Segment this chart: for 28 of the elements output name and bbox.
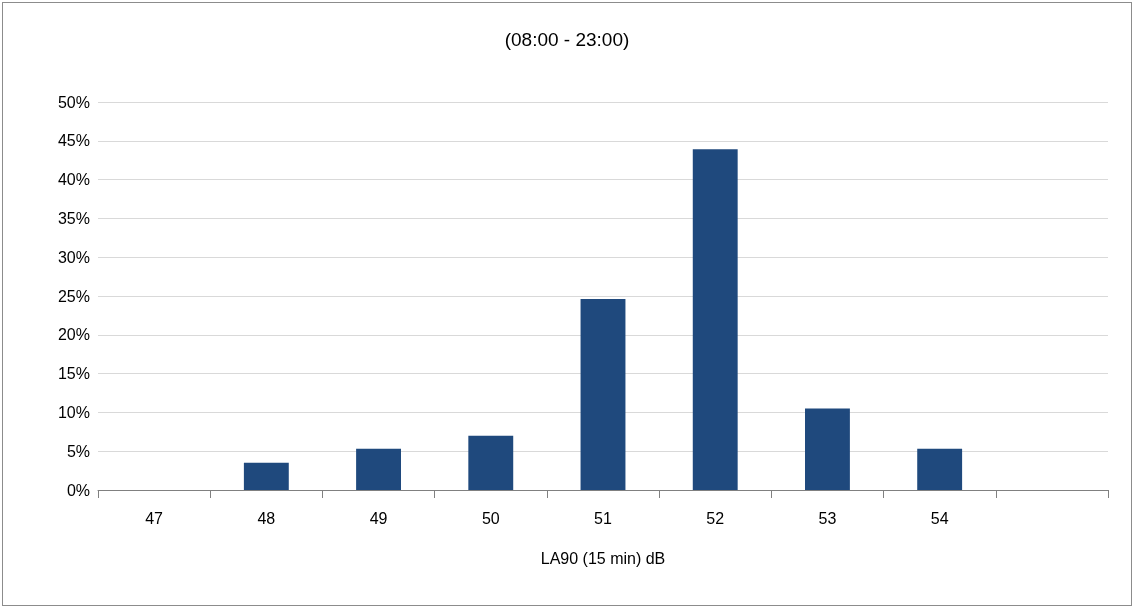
- x-tick-label: 50: [481, 509, 500, 527]
- x-tick-label: 49: [369, 509, 388, 527]
- x-tick-label: 51: [594, 509, 612, 527]
- y-tick-label: 30%: [57, 248, 90, 266]
- y-tick-label: 10%: [57, 403, 90, 421]
- x-tick-label: 53: [818, 509, 837, 527]
- y-tick-label: 15%: [57, 365, 90, 383]
- x-axis-title: LA90 (15 min) dB: [540, 549, 666, 567]
- y-tick-label: 20%: [57, 326, 90, 344]
- x-tick-label: 52: [706, 509, 725, 527]
- x-tick-label: 54: [930, 509, 949, 527]
- chart-title: (08:00 - 23:00): [504, 29, 630, 50]
- y-tick-label: 0%: [66, 481, 90, 499]
- bar: [805, 408, 850, 490]
- y-tick-label: 45%: [57, 132, 90, 150]
- y-tick-label: 35%: [57, 209, 90, 227]
- bar: [243, 462, 289, 490]
- x-tick-label: 47: [145, 509, 164, 527]
- y-tick-label: 5%: [66, 442, 90, 460]
- bar: [580, 299, 626, 490]
- bar: [917, 448, 963, 490]
- y-tick-label: 25%: [57, 287, 90, 305]
- y-tick-label: 40%: [57, 171, 90, 189]
- bar: [356, 448, 401, 490]
- x-tick-label: 48: [257, 509, 276, 527]
- bar: [692, 149, 738, 490]
- y-tick-label: 50%: [57, 93, 90, 111]
- bar: [468, 435, 514, 490]
